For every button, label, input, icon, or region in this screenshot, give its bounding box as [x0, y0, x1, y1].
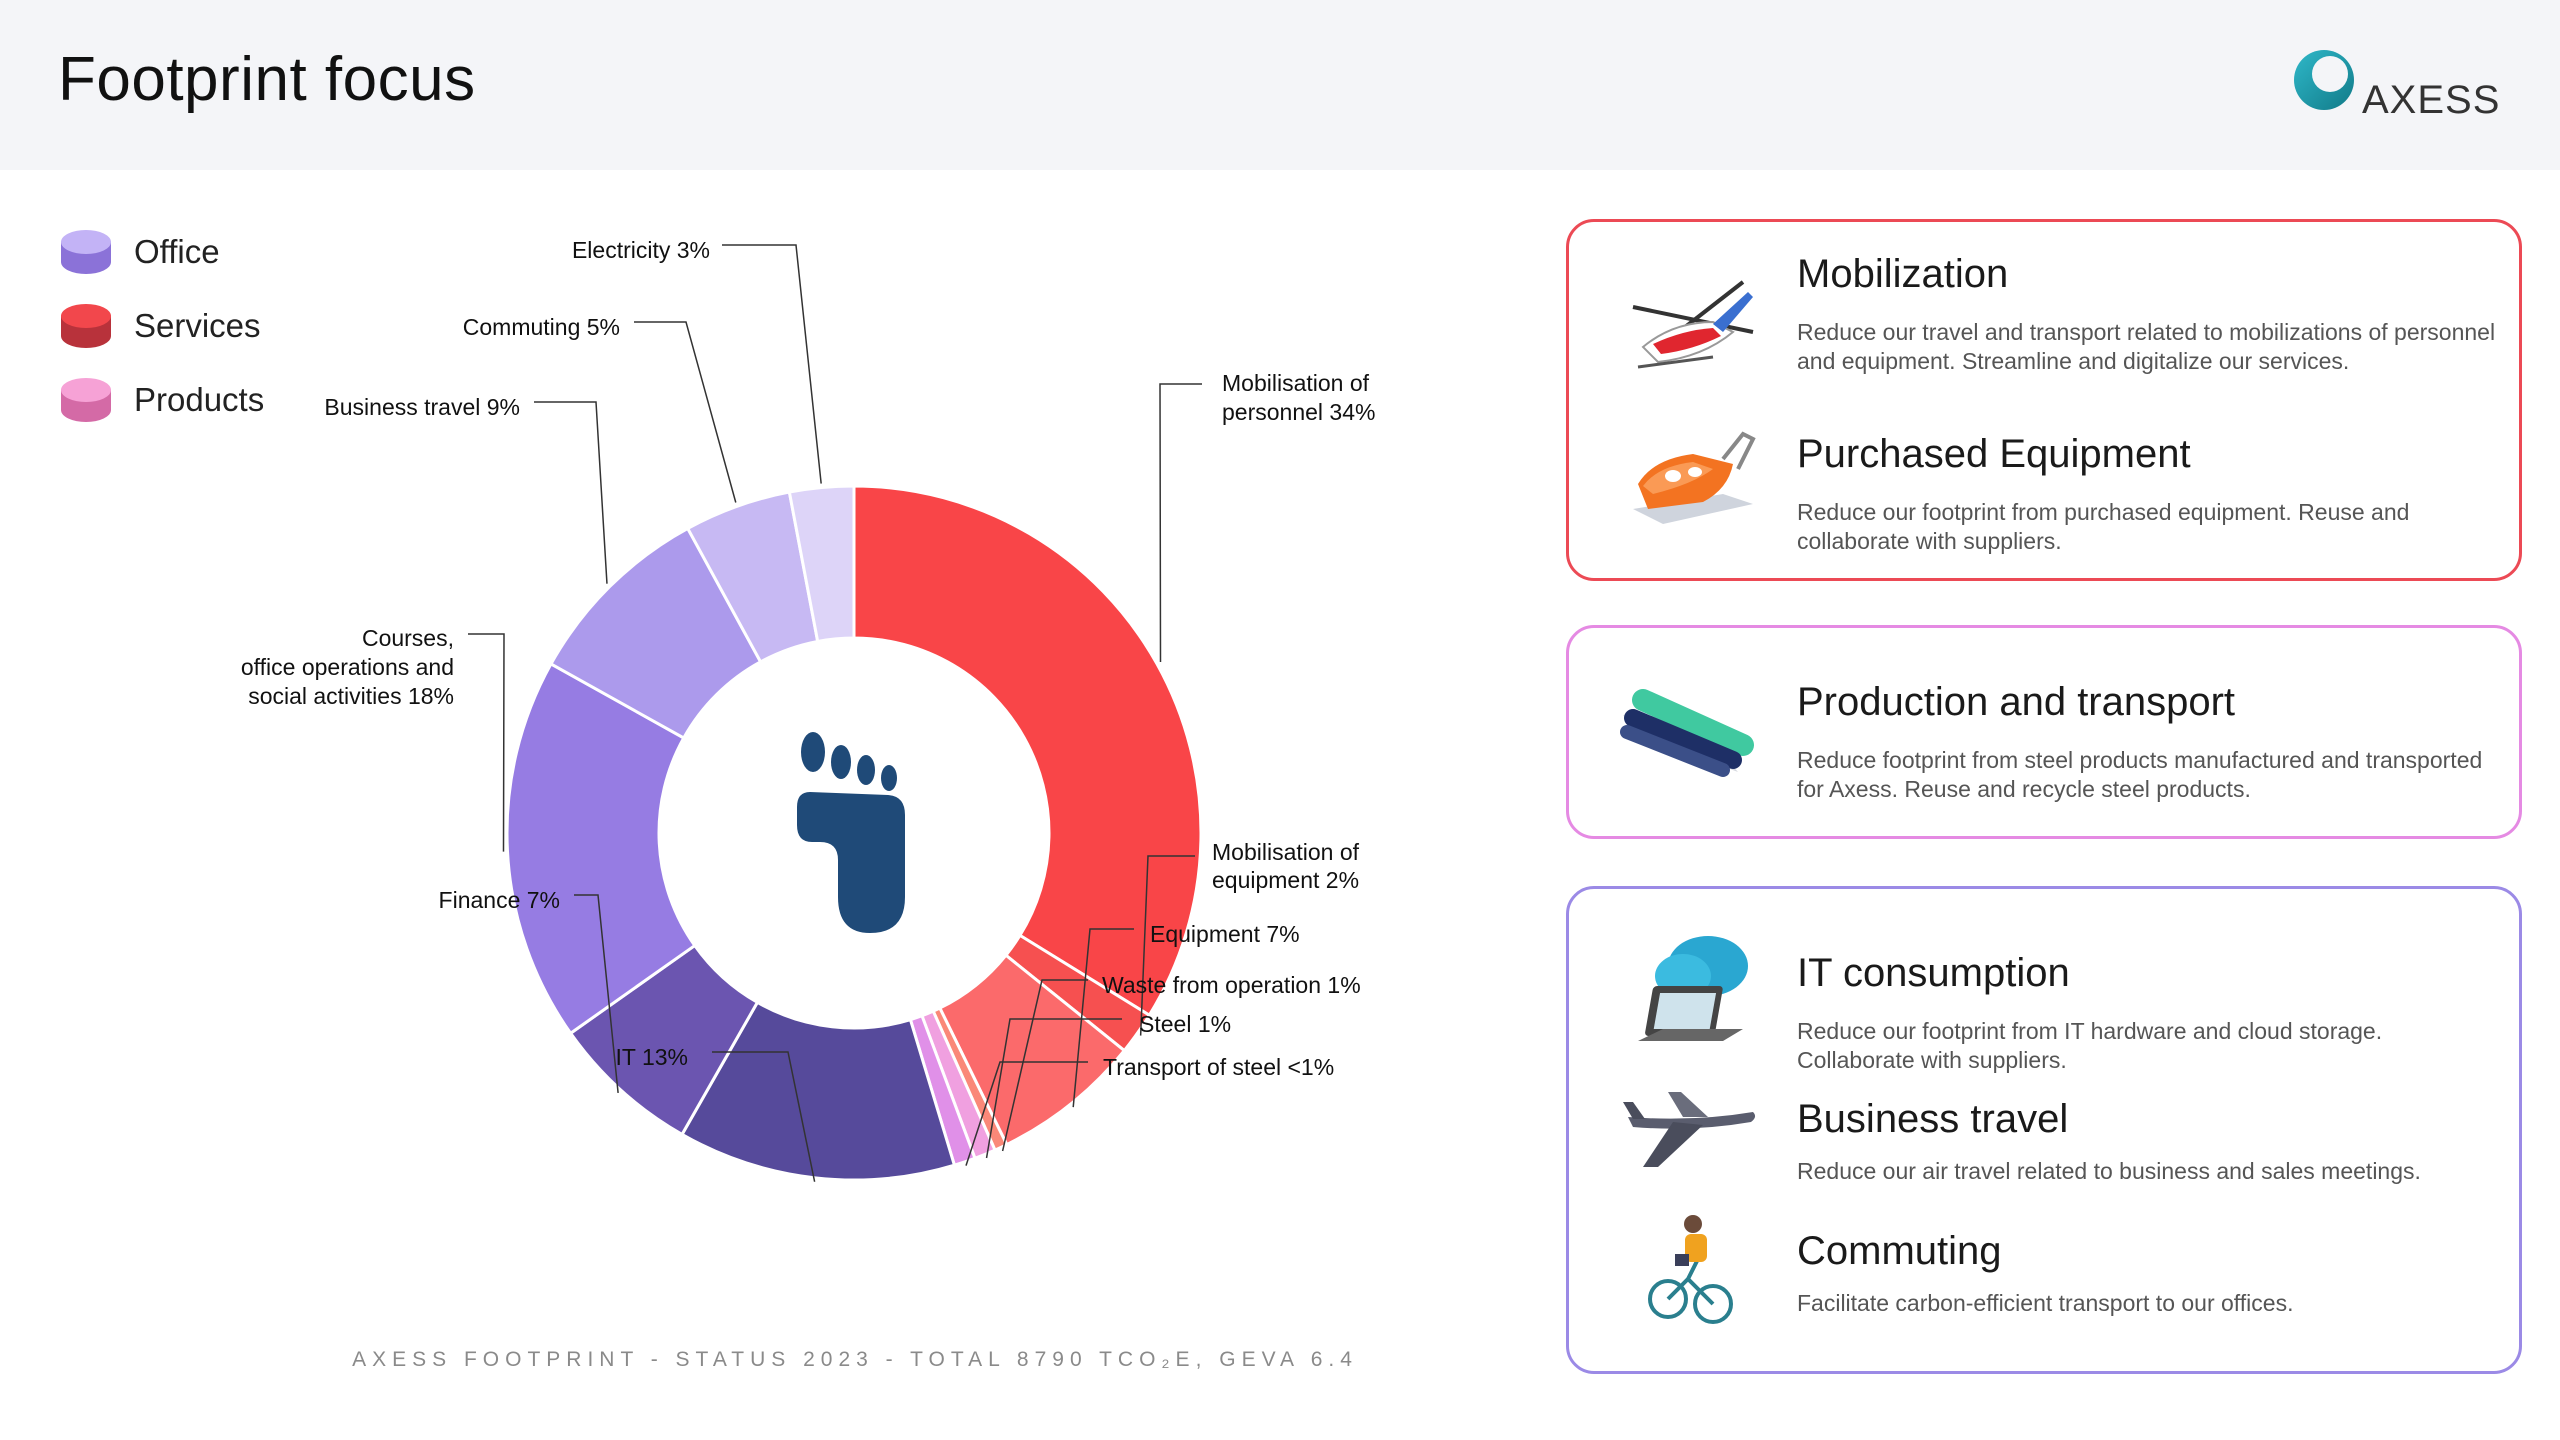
- legend-item-services: Services: [58, 289, 264, 363]
- leader-line: [965, 1061, 1088, 1166]
- item-title: Business travel: [1797, 1097, 2069, 1141]
- products-swatch-icon: [61, 378, 111, 422]
- panel-services: Mobilization Reduce our travel and trans…: [1566, 219, 2522, 581]
- cloud-laptop-icon: [1638, 936, 1748, 1041]
- logo-mark-icon: [2294, 50, 2354, 110]
- leader-line: [1072, 928, 1134, 1108]
- slice-label: Equipment 7%: [1150, 921, 1300, 947]
- leader-line: [1159, 383, 1202, 662]
- page-title: Footprint focus: [58, 45, 476, 114]
- equipment-icon: [1633, 431, 1756, 524]
- item-desc: Reduce our air travel related to busines…: [1797, 1158, 2421, 1184]
- leader-line: [722, 244, 822, 484]
- axess-logo: AXESS: [2290, 46, 2499, 126]
- slice-label: Electricity 3%: [572, 237, 710, 263]
- slice-label: Mobilisation of: [1212, 839, 1360, 865]
- item-desc: Facilitate carbon-efficient transport to…: [1797, 1290, 2294, 1316]
- services-swatch-icon: [61, 304, 111, 348]
- slice-label: Finance 7%: [439, 887, 560, 913]
- chart-legend: Office Services Products: [58, 215, 264, 437]
- slice-label: Commuting 5%: [463, 314, 620, 340]
- item-desc: Reduce footprint from steel products man…: [1797, 747, 2483, 802]
- airplane-icon: [1623, 1092, 1756, 1167]
- item-title: Commuting: [1797, 1229, 2002, 1273]
- slice-label: Courses,: [362, 625, 454, 651]
- item-desc: Reduce our travel and transport related …: [1797, 319, 2496, 374]
- leader-line: [574, 894, 619, 1093]
- office-swatch-icon: [61, 230, 111, 274]
- legend-label: Office: [134, 233, 220, 270]
- item-title: Purchased Equipment: [1797, 432, 2191, 476]
- legend-item-products: Products: [58, 363, 264, 437]
- leader-line: [1001, 979, 1088, 1152]
- slice-label: IT 13%: [616, 1044, 688, 1070]
- donut-slice: [852, 484, 1203, 1018]
- item-title: Production and transport: [1797, 680, 2236, 724]
- leader-line: [468, 633, 505, 852]
- donut-chart: Mobilisation of personnel 34% Mobilisation…: [241, 237, 1375, 1182]
- footprint-icon: [797, 732, 905, 933]
- item-title: IT consumption: [1797, 951, 2070, 995]
- header-bar: Footprint focus AXESS: [0, 0, 2560, 170]
- leader-line: [534, 401, 608, 584]
- helicopter-icon: [1632, 280, 1754, 369]
- slice-label: office operations and: [241, 654, 454, 680]
- item-desc: Reduce our footprint from purchased equi…: [1797, 499, 2410, 554]
- legend-item-office: Office: [58, 215, 264, 289]
- slice-label: Transport of steel <1%: [1103, 1054, 1334, 1080]
- cyclist-icon: [1648, 1215, 1733, 1324]
- slice-label: Mobilisation of: [1222, 370, 1370, 396]
- legend-label: Products: [134, 381, 265, 418]
- legend-label: Services: [134, 307, 261, 344]
- slice-label: Business travel 9%: [324, 394, 520, 420]
- slice-label: Steel 1%: [1139, 1011, 1231, 1037]
- slice-label: personnel 34%: [1222, 399, 1375, 425]
- donut-slice: [505, 661, 697, 1036]
- leader-line: [712, 1051, 816, 1182]
- donut-slice: [680, 1000, 957, 1182]
- logo-text: AXESS: [2362, 78, 2501, 122]
- chart-footer: AXESS FOOTPRINT - STATUS 2023 - TOTAL 87…: [352, 1348, 1358, 1371]
- leader-line: [1139, 855, 1195, 1036]
- slice-label: equipment 2%: [1212, 867, 1359, 893]
- leader-line: [985, 1018, 1122, 1159]
- leader-line: [634, 321, 737, 503]
- panel-products: Production and transport Reduce footprin…: [1566, 625, 2522, 839]
- slice-label: Waste from operation 1%: [1102, 972, 1361, 998]
- item-title: Mobilization: [1797, 252, 2009, 296]
- item-desc: Reduce our footprint from IT hardware an…: [1797, 1018, 2383, 1073]
- donut-slice: [787, 484, 856, 644]
- slice-label: social activities 18%: [248, 683, 454, 709]
- steel-pipes-icon: [1620, 689, 1754, 777]
- panel-office: IT consumption Reduce our footprint from…: [1566, 886, 2522, 1374]
